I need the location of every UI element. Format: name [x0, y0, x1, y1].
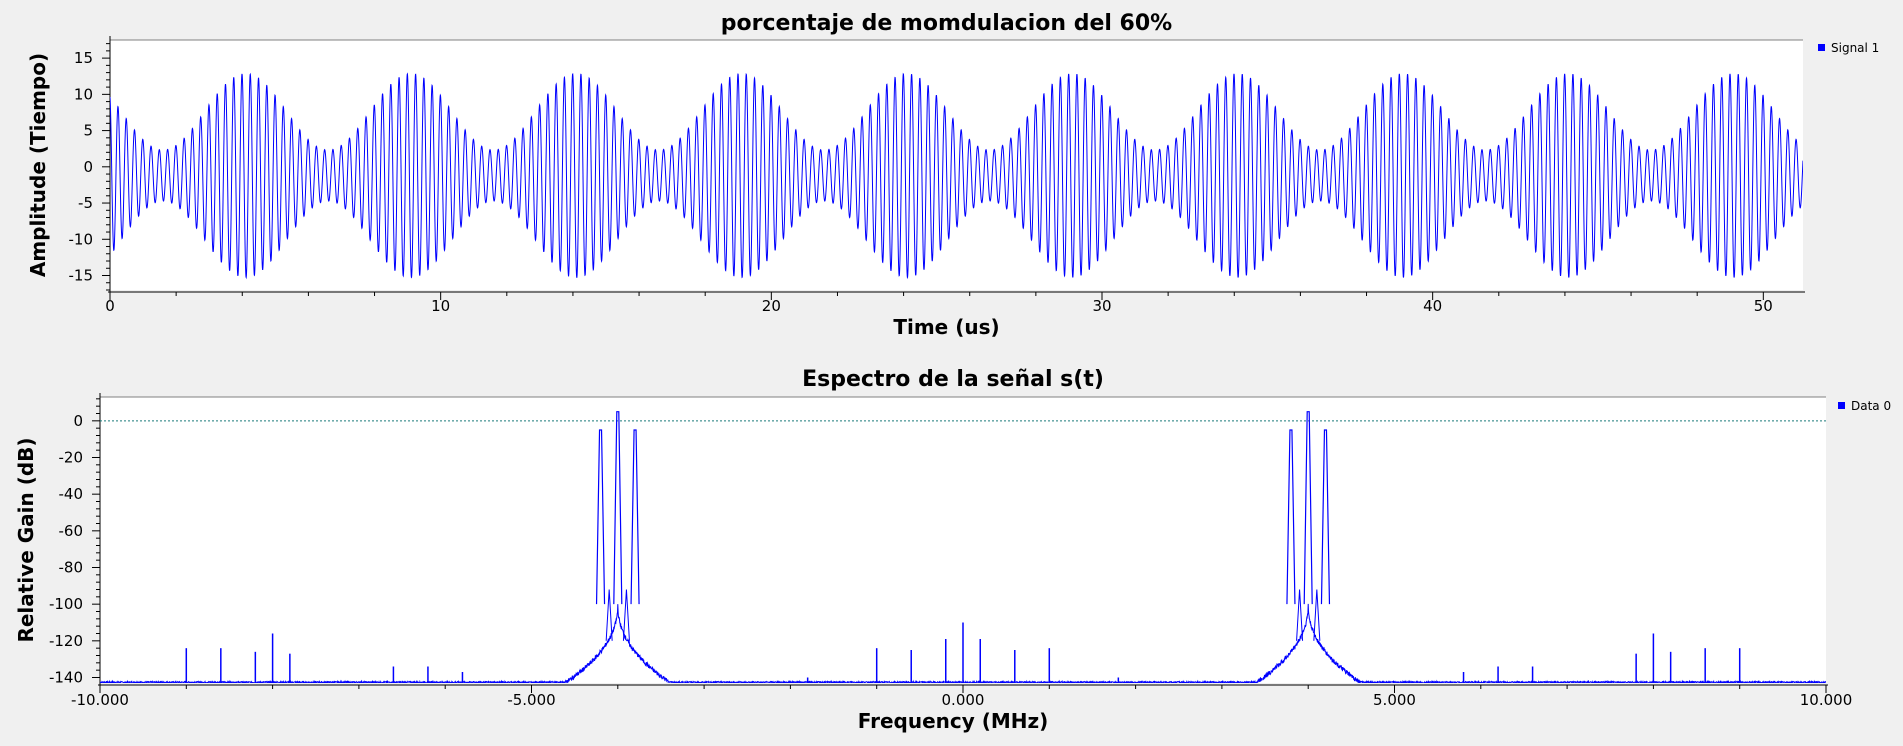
- y-tick-label: -140: [49, 669, 83, 687]
- spectrum-peak: [1320, 429, 1331, 605]
- y-tick-label: -20: [59, 449, 84, 467]
- x-axis-label: Time (us): [893, 315, 999, 339]
- x-tick-label: 40: [1423, 297, 1442, 315]
- y-tick-label: -80: [59, 559, 84, 577]
- x-tick-label: 0.000: [942, 691, 985, 709]
- x-tick-label: 0: [105, 297, 115, 315]
- legend-entry: Signal 1: [1831, 41, 1879, 55]
- x-tick-label: 30: [1092, 297, 1111, 315]
- spectrum-peak: [613, 411, 623, 605]
- chart-title: Espectro de la señal s(t): [802, 367, 1104, 392]
- plot-area: [110, 40, 1803, 290]
- legend-entry: Data 0: [1851, 399, 1891, 413]
- x-axis-label: Frequency (MHz): [858, 709, 1049, 733]
- y-axis-label: Relative Gain (dB): [14, 437, 38, 642]
- spectrum-peak: [630, 429, 640, 605]
- spectrum-shoulder: [1313, 589, 1321, 641]
- y-tick-label: -100: [49, 595, 83, 613]
- spectrum-peak: [1286, 429, 1296, 605]
- chart-1: porcentaje de momdulacion del 60% Time (u…: [26, 11, 1879, 339]
- legend-swatch: [1838, 402, 1845, 409]
- spectrum-peak: [595, 429, 606, 605]
- spectrum-shoulder: [622, 589, 630, 641]
- x-tick-label: 10.000: [1800, 691, 1853, 709]
- y-tick-label: -120: [49, 632, 83, 650]
- y-tick-label: -5: [78, 194, 93, 212]
- y-tick-label: 10: [74, 85, 93, 103]
- signal-1-line: [110, 72, 1803, 280]
- y-tick-label: -10: [69, 230, 94, 248]
- x-tick-label: 10: [431, 297, 450, 315]
- x-tick-label: 5.000: [1373, 691, 1416, 709]
- spectrum-shoulder: [605, 589, 613, 641]
- y-tick-label: 0: [73, 412, 83, 430]
- spectrum-shoulder: [1296, 589, 1304, 641]
- x-tick-label: -10.000: [71, 691, 129, 709]
- y-tick-label: -40: [59, 485, 84, 503]
- legend-swatch: [1818, 44, 1825, 51]
- x-tick-label: 20: [762, 297, 781, 315]
- y-tick-label: 5: [83, 122, 93, 140]
- y-tick-label: 0: [83, 158, 93, 176]
- y-tick-label: 15: [74, 49, 93, 67]
- spectrum-peak: [1303, 411, 1313, 605]
- chart-title: porcentaje de momdulacion del 60%: [721, 11, 1172, 36]
- y-tick-label: -60: [59, 522, 84, 540]
- y-tick-label: -15: [69, 267, 94, 285]
- y-axis-label: Amplitude (Tiempo): [26, 53, 50, 277]
- x-tick-label: -5.000: [507, 691, 555, 709]
- x-tick-label: 50: [1754, 297, 1773, 315]
- chart-2: Espectro de la señal s(t) Frequency (MHz)…: [14, 367, 1891, 733]
